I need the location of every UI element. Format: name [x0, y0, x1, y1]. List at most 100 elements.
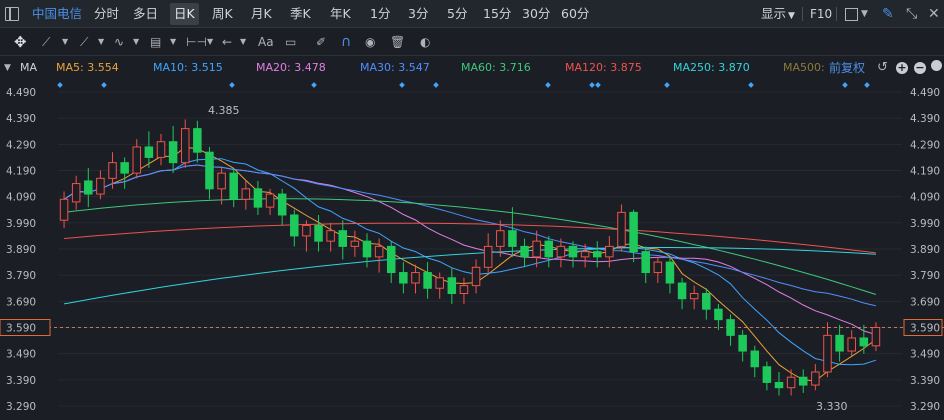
candle-body — [580, 251, 590, 258]
toggle-drawings-icon[interactable]: ◐ — [420, 35, 431, 49]
collapse-arrow-icon[interactable]: ▼ — [4, 63, 11, 73]
chevron-down-icon[interactable]: ▼ — [170, 37, 177, 46]
pen-icon[interactable]: ✎ — [882, 6, 894, 22]
event-marker — [589, 82, 595, 88]
candle-body — [774, 381, 784, 389]
reset-icon[interactable]: ↺ — [877, 60, 888, 75]
line-tool-icon[interactable]: ⟋ — [42, 35, 51, 49]
candle-body — [168, 141, 178, 164]
current-price-label-left: 3.590 — [6, 323, 36, 335]
candle-body — [811, 371, 820, 386]
crosshair-move-icon[interactable]: ✥ — [14, 33, 27, 51]
candle-body — [435, 277, 444, 289]
candle-body — [265, 193, 275, 208]
candle-body — [483, 245, 493, 268]
period-tab-15min[interactable]: 15分 — [483, 6, 512, 21]
y-tick-label-left: 3.890 — [6, 244, 36, 256]
y-tick-label-left: 3.490 — [6, 349, 36, 361]
candle-body — [568, 245, 578, 258]
polyline-tool-icon[interactable]: ⟋ — [80, 35, 89, 49]
eye-icon[interactable]: ◉ — [365, 35, 376, 49]
period-tab-monthly[interactable]: 月K — [251, 6, 272, 21]
adjust-mode-button[interactable]: 前复权 — [829, 61, 866, 75]
ma10-line — [63, 158, 877, 366]
period-tab-intraday[interactable]: 分时 — [94, 6, 120, 21]
add-icon[interactable]: + — [896, 61, 908, 74]
range-tool-icon[interactable]: ⊢⊣ — [186, 35, 207, 49]
chevron-down-icon[interactable]: ▼ — [861, 9, 868, 19]
period-tab-30min[interactable]: 30分 — [522, 6, 551, 21]
y-tick-label-left: 4.190 — [6, 166, 36, 178]
drawing-toolbar: ✥ ⟋ ▼ ⟋ ▼ ∿ ▼ ▤ ▼ ⊢⊣ ▼ ← ▼ Aa ▭ ✐ ∩ ◉ 🗑 … — [0, 28, 944, 77]
event-marker — [748, 82, 754, 88]
trash-icon[interactable]: 🗑 — [390, 35, 406, 49]
period-tab-1min[interactable]: 1分 — [370, 6, 391, 21]
wave-tool-icon[interactable]: ∿ — [114, 35, 125, 49]
collapse-icon[interactable]: ⤡ — [906, 6, 918, 22]
magnet-icon[interactable]: ∩ — [341, 34, 352, 50]
f10-button[interactable]: F10 — [810, 7, 833, 21]
ma-legend-bar: ▼ MA MA5: 3.554 MA10: 3.515 MA20: 3.478 … — [0, 56, 944, 80]
y-tick-label-left: 3.790 — [6, 270, 36, 282]
candle-body — [738, 334, 747, 352]
chevron-down-icon[interactable]: ▼ — [240, 37, 247, 46]
candle-body — [411, 272, 420, 284]
comment-icon[interactable]: ▭ — [285, 35, 297, 49]
period-tab-quarterly[interactable]: 季K — [290, 6, 311, 21]
candle-body — [871, 327, 881, 347]
y-tick-label-right: 3.690 — [910, 296, 940, 308]
y-tick-label-right: 3.990 — [910, 218, 940, 230]
period-tab-3min[interactable]: 3分 — [408, 6, 429, 21]
period-tab-5min[interactable]: 5分 — [447, 6, 468, 21]
chevron-down-icon[interactable]: ▼ — [98, 37, 105, 46]
chevron-down-icon[interactable]: ▼ — [207, 37, 214, 46]
ma60-line — [64, 198, 877, 295]
candle-body — [496, 230, 505, 247]
period-tab-multiday[interactable]: 多日 — [133, 6, 159, 21]
annotations: 4.385 3.330 — [208, 104, 848, 413]
fibonacci-tool-icon[interactable]: ▤ — [150, 35, 162, 49]
y-tick-label-right: 3.890 — [910, 244, 940, 256]
close-icon[interactable]: ✕ — [928, 6, 940, 22]
event-marker — [595, 82, 601, 88]
period-tab-yearly[interactable]: 年K — [330, 6, 351, 21]
ma500-value: MA500: — [783, 61, 825, 74]
event-marker — [864, 82, 870, 88]
chevron-down-icon: ▼ — [788, 11, 795, 21]
candle-body — [108, 162, 117, 179]
stock-name[interactable]: 中国电信 — [32, 6, 83, 21]
y-tick-label-left: 4.490 — [6, 87, 36, 99]
candle-body — [592, 251, 602, 258]
layout-checkbox-icon[interactable] — [845, 8, 858, 21]
period-tab-daily[interactable]: 日K — [170, 3, 199, 25]
candle-body — [144, 146, 154, 158]
sidebar-toggle-icon[interactable] — [5, 7, 19, 21]
y-tick-label-right: 3.290 — [910, 401, 940, 413]
candle-body — [314, 224, 323, 242]
candle-body — [847, 337, 856, 352]
period-tab-weekly[interactable]: 周K — [212, 6, 233, 21]
eraser-icon[interactable]: ✐ — [316, 35, 327, 49]
display-menu[interactable]: 显示 ▼ — [761, 0, 795, 28]
settings-gear-icon[interactable] — [931, 56, 942, 80]
indicator-name[interactable]: MA — [20, 61, 38, 74]
remove-icon[interactable]: − — [914, 61, 926, 74]
candle-body — [180, 128, 190, 164]
arrow-tool-icon[interactable]: ← — [222, 35, 233, 49]
y-tick-label-left: 4.390 — [6, 113, 36, 125]
candle-body — [229, 172, 238, 200]
event-marker — [842, 82, 848, 88]
y-tick-label-right: 4.190 — [910, 166, 940, 178]
chevron-down-icon[interactable]: ▼ — [62, 37, 69, 46]
candle-body — [532, 240, 541, 258]
candle-body — [665, 261, 675, 284]
ma30-value: MA30: 3.547 — [360, 61, 430, 74]
chevron-down-icon[interactable]: ▼ — [133, 37, 140, 46]
kline-chart[interactable]: 4.490 4.490 4.390 4.390 4.290 4.290 4.190 4.190… — [0, 80, 944, 420]
candle-body — [835, 334, 844, 352]
y-tick-label-left: 4.090 — [6, 192, 36, 204]
period-tab-60min[interactable]: 60分 — [561, 6, 590, 21]
text-tool-icon[interactable]: Aa — [258, 35, 274, 49]
candle-body — [277, 193, 287, 216]
candle-body — [556, 245, 566, 258]
